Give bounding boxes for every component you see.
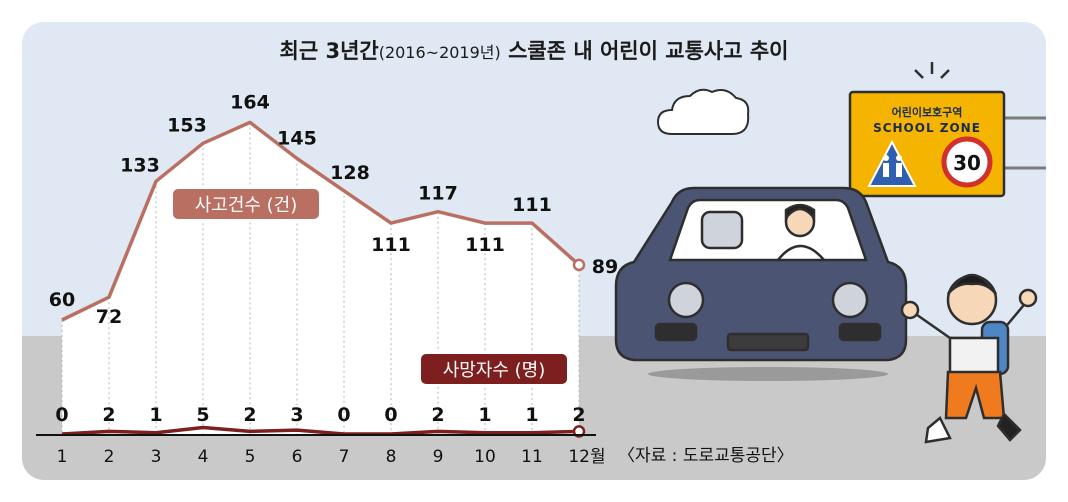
accident-value-label: 117 bbox=[418, 183, 458, 205]
accident-value-label: 153 bbox=[167, 114, 207, 136]
death-value-label: 2 bbox=[431, 404, 444, 426]
car-icon bbox=[614, 186, 908, 381]
death-value-label: 2 bbox=[102, 404, 115, 426]
accident-value-label: 164 bbox=[230, 91, 270, 113]
chart-title: 최근 3년간(2016~2019년) 스쿨존 내 어린이 교통사고 추이 bbox=[280, 39, 789, 63]
x-tick-label: 4 bbox=[198, 447, 209, 467]
x-tick-label: 6 bbox=[292, 447, 303, 467]
accident-value-label: 145 bbox=[277, 128, 317, 150]
x-tick-label: 7 bbox=[339, 447, 350, 467]
speed-limit-icon: 30 bbox=[941, 136, 993, 188]
death-value-label: 1 bbox=[149, 404, 162, 426]
legend-deaths: 사망자수 (명) bbox=[419, 352, 569, 386]
x-tick-label: 1 bbox=[57, 447, 68, 467]
accident-value-label: 111 bbox=[465, 234, 505, 256]
death-value-label: 0 bbox=[337, 404, 350, 426]
school-zone-sign: 어린이보호구역 SCHOOL ZONE 30 bbox=[848, 62, 1046, 198]
child-icon bbox=[900, 273, 1038, 444]
legend-accidents: 사고건수 (건) bbox=[171, 187, 321, 221]
x-tick-label: 5 bbox=[245, 447, 256, 467]
infographic-panel: 최근 3년간(2016~2019년) 스쿨존 내 어린이 교통사고 추이 60 7… bbox=[22, 22, 1046, 480]
data-labels: 60 72 133 153 164 145 128 111 117 111 111 89 0 2 1 5 2 3 0… bbox=[49, 91, 618, 426]
speed-limit-value: 30 bbox=[953, 151, 981, 175]
x-tick-label: 9 bbox=[433, 447, 444, 467]
accident-value-label: 111 bbox=[512, 194, 552, 216]
death-value-label: 5 bbox=[196, 404, 209, 426]
death-value-label: 2 bbox=[572, 404, 585, 426]
death-value-label: 2 bbox=[243, 404, 256, 426]
accident-value-label: 89 bbox=[592, 256, 618, 278]
sign-glow-icon bbox=[914, 62, 950, 79]
x-tick-label: 8 bbox=[386, 447, 397, 467]
accident-value-label: 60 bbox=[49, 289, 75, 311]
series-points bbox=[572, 258, 586, 438]
sign-korean: 어린이보호구역 bbox=[892, 105, 963, 119]
legend-deaths-label: 사망자수 (명) bbox=[443, 360, 546, 381]
x-tick-label: 3 bbox=[151, 447, 162, 467]
series-lines bbox=[61, 120, 581, 436]
sign-english: SCHOOL ZONE bbox=[873, 121, 981, 135]
accident-value-label: 128 bbox=[330, 162, 370, 184]
chart: 최근 3년간(2016~2019년) 스쿨존 내 어린이 교통사고 추이 607… bbox=[22, 39, 1046, 480]
accident-value-label: 111 bbox=[371, 234, 411, 256]
death-value-label: 1 bbox=[525, 404, 538, 426]
death-value-label: 0 bbox=[384, 404, 397, 426]
accident-line bbox=[61, 120, 581, 322]
x-tick-label: 2 bbox=[104, 447, 115, 467]
x-tick-label: 11 bbox=[521, 447, 543, 467]
accident-value-label: 133 bbox=[120, 154, 160, 176]
death-value-label: 0 bbox=[55, 404, 68, 426]
legend-accidents-label: 사고건수 (건) bbox=[195, 195, 298, 216]
children-crossing-icon bbox=[867, 139, 917, 187]
death-value-label: 3 bbox=[290, 404, 303, 426]
accident-end-point bbox=[572, 258, 586, 272]
cloud-icon bbox=[656, 88, 750, 135]
x-tick-label: 10 bbox=[474, 447, 496, 467]
x-tick-labels: 1 2 3 4 5 6 7 8 9 10 11 12월 bbox=[57, 447, 606, 467]
x-tick-label: 12월 bbox=[568, 447, 605, 467]
death-line bbox=[61, 425, 580, 436]
source-note: 〈자료 : 도로교통공단〉 bbox=[618, 446, 794, 466]
accident-value-label: 72 bbox=[96, 306, 122, 328]
death-value-label: 1 bbox=[478, 404, 491, 426]
death-end-point bbox=[572, 425, 586, 438]
